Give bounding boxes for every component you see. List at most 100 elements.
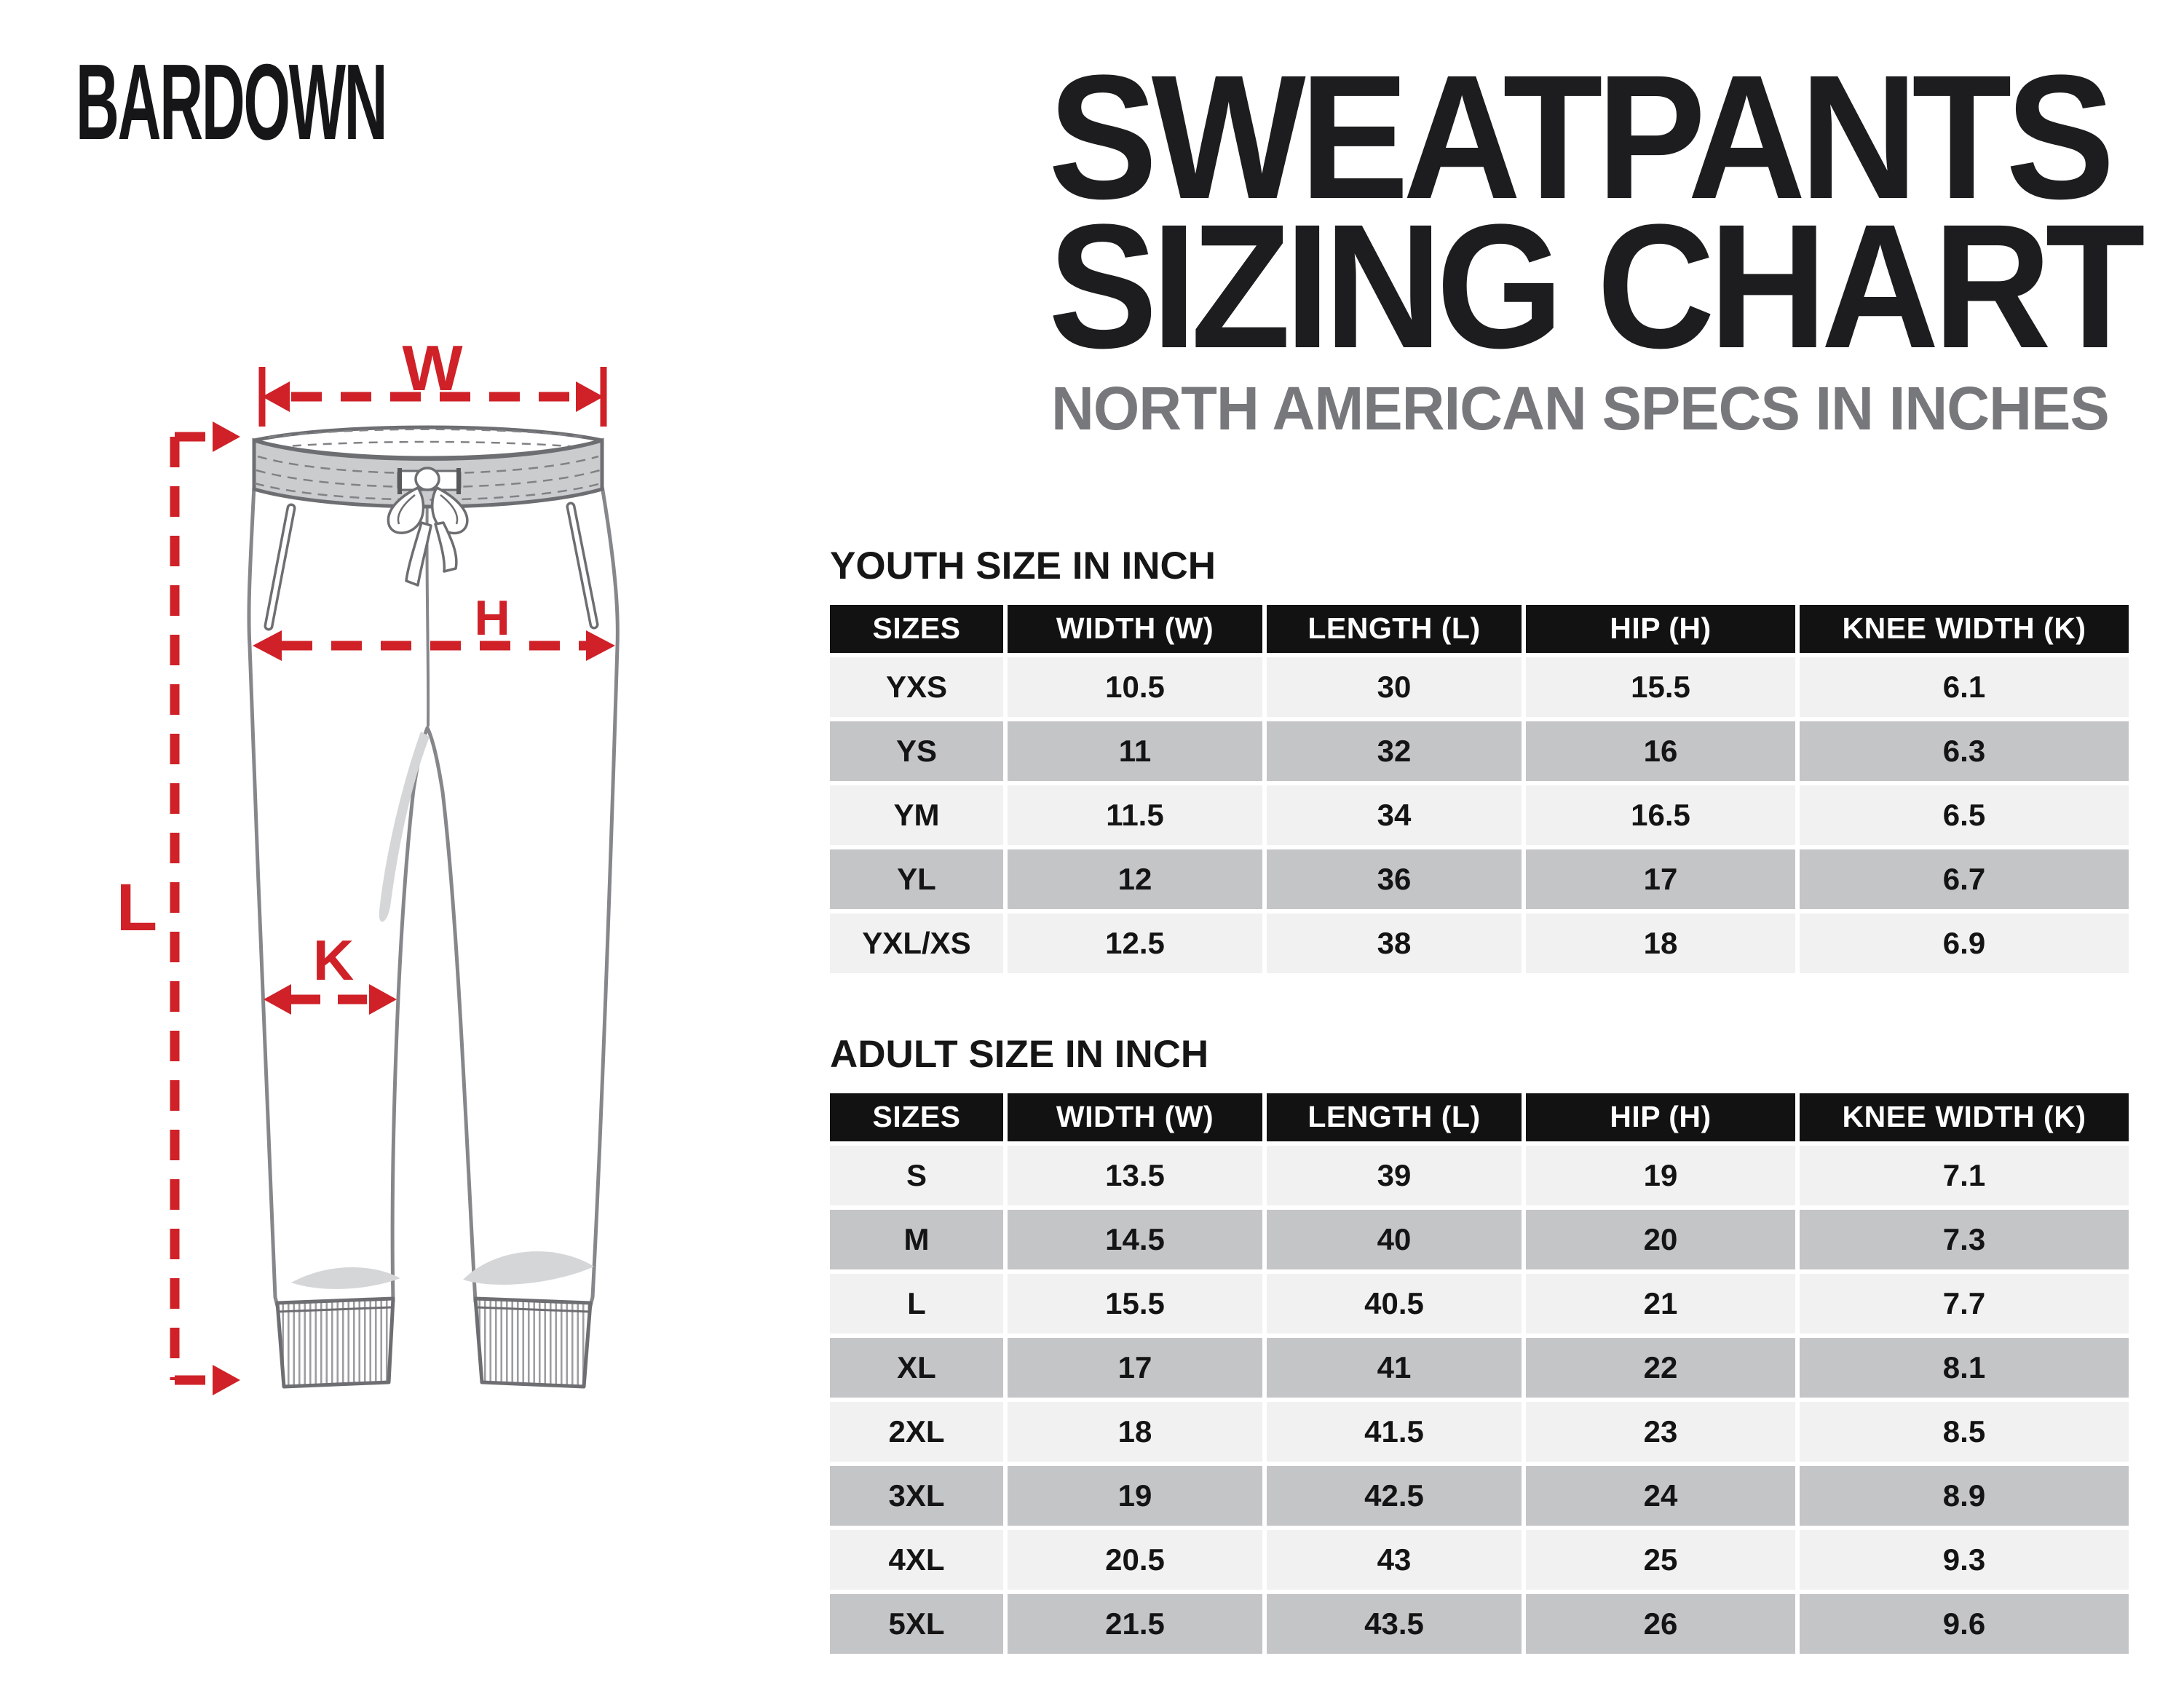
- table-header-row: SIZES WIDTH (W) LENGTH (L) HIP (H) KNEE WIDT…: [830, 604, 2129, 653]
- table-row: 3XL 19 42.5 24 8.9: [830, 1465, 2129, 1526]
- fabric-shading: [291, 732, 594, 1289]
- value-cell: 7.7: [1800, 1273, 2129, 1334]
- column-header: KNEE WIDTH (K): [1800, 1093, 2129, 1141]
- size-cell: 5XL: [830, 1593, 1003, 1654]
- value-cell: 40.5: [1267, 1273, 1522, 1334]
- value-cell: 17: [1008, 1337, 1262, 1398]
- size-cell: YS: [830, 721, 1003, 781]
- column-header: HIP (H): [1526, 604, 1795, 653]
- value-cell: 17: [1526, 849, 1795, 909]
- value-cell: 6.3: [1800, 721, 2129, 781]
- ribbed-cuffs: [275, 1296, 593, 1389]
- column-header: WIDTH (W): [1008, 604, 1262, 653]
- youth-size-table: SIZES WIDTH (W) LENGTH (L) HIP (H) KNEE WIDT…: [826, 601, 2133, 978]
- value-cell: 41: [1267, 1337, 1522, 1398]
- table-row: 2XL 18 41.5 23 8.5: [830, 1401, 2129, 1462]
- measurement-arrows: W H L K: [116, 332, 615, 1395]
- column-header: SIZES: [830, 1093, 1003, 1141]
- value-cell: 43: [1267, 1529, 1522, 1590]
- value-cell: 18: [1008, 1401, 1262, 1462]
- value-cell: 32: [1267, 721, 1522, 781]
- table-row: YS 11 32 16 6.3: [830, 721, 2129, 781]
- page-subtitle: NORTH AMERICAN SPECS IN INCHES: [1051, 374, 2110, 443]
- hip-label: H: [474, 590, 510, 646]
- table-header-row: SIZES WIDTH (W) LENGTH (L) HIP (H) KNEE WIDT…: [830, 1093, 2129, 1141]
- value-cell: 8.1: [1800, 1337, 2129, 1398]
- column-header: SIZES: [830, 604, 1003, 653]
- value-cell: 8.9: [1800, 1465, 2129, 1526]
- value-cell: 18: [1526, 913, 1795, 973]
- value-cell: 30: [1267, 657, 1522, 717]
- adult-section-title: ADULT SIZE IN INCH: [830, 1033, 1209, 1076]
- drawstring-bow: [387, 467, 469, 587]
- value-cell: 20: [1526, 1209, 1795, 1269]
- adult-size-section: ADULT SIZE IN INCH SIZES WIDTH (W) LENGTH …: [826, 1033, 2133, 1658]
- value-cell: 22: [1526, 1337, 1795, 1398]
- value-cell: 12: [1008, 849, 1262, 909]
- size-cell: 3XL: [830, 1465, 1003, 1526]
- page-title: SWEATPANTS SIZING CHART: [1048, 49, 2145, 376]
- table-row: L 15.5 40.5 21 7.7: [830, 1273, 2129, 1334]
- hip-arrow: [253, 630, 615, 661]
- value-cell: 38: [1267, 913, 1522, 973]
- value-cell: 11: [1008, 721, 1262, 781]
- value-cell: 42.5: [1267, 1465, 1522, 1526]
- knee-arrow: [264, 984, 397, 1015]
- pocket-slits: [264, 502, 599, 631]
- value-cell: 43.5: [1267, 1593, 1522, 1654]
- table-row: YXL/XS 12.5 38 18 6.9: [830, 913, 2129, 973]
- value-cell: 6.7: [1800, 849, 2129, 909]
- table-row: YL 12 36 17 6.7: [830, 849, 2129, 909]
- table-row: 4XL 20.5 43 25 9.3: [830, 1529, 2129, 1590]
- column-header: KNEE WIDTH (K): [1800, 604, 2129, 653]
- value-cell: 7.3: [1800, 1209, 2129, 1269]
- size-cell: YXL/XS: [830, 913, 1003, 973]
- value-cell: 24: [1526, 1465, 1795, 1526]
- table-row: XL 17 41 22 8.1: [830, 1337, 2129, 1398]
- value-cell: 16: [1526, 721, 1795, 781]
- value-cell: 15.5: [1008, 1273, 1262, 1334]
- table-row: S 13.5 39 19 7.1: [830, 1145, 2129, 1205]
- value-cell: 21.5: [1008, 1593, 1262, 1654]
- value-cell: 9.6: [1800, 1593, 2129, 1654]
- value-cell: 25: [1526, 1529, 1795, 1590]
- value-cell: 6.1: [1800, 657, 2129, 717]
- value-cell: 26: [1526, 1593, 1795, 1654]
- size-cell: L: [830, 1273, 1003, 1334]
- sweatpants-measurement-diagram: W H L K: [116, 332, 620, 1395]
- value-cell: 21: [1526, 1273, 1795, 1334]
- value-cell: 36: [1267, 849, 1522, 909]
- width-arrow: [258, 367, 607, 427]
- column-header: WIDTH (W): [1008, 1093, 1262, 1141]
- youth-size-section: YOUTH SIZE IN INCH SIZES WIDTH (W) LENGTH …: [826, 544, 2133, 978]
- youth-section-title: YOUTH SIZE IN INCH: [830, 544, 1216, 587]
- table-row: 5XL 21.5 43.5 26 9.6: [830, 1593, 2129, 1654]
- value-cell: 20.5: [1008, 1529, 1262, 1590]
- value-cell: 39: [1267, 1145, 1522, 1205]
- value-cell: 19: [1008, 1465, 1262, 1526]
- brand-logo: BARDOWN: [76, 42, 388, 162]
- value-cell: 7.1: [1800, 1145, 2129, 1205]
- table-row: YXS 10.5 30 15.5 6.1: [830, 657, 2129, 717]
- size-cell: YL: [830, 849, 1003, 909]
- value-cell: 34: [1267, 785, 1522, 845]
- size-cell: 4XL: [830, 1529, 1003, 1590]
- value-cell: 11.5: [1008, 785, 1262, 845]
- length-arrow: [170, 421, 240, 1395]
- table-row: YM 11.5 34 16.5 6.5: [830, 785, 2129, 845]
- value-cell: 6.5: [1800, 785, 2129, 845]
- length-label: L: [116, 871, 157, 945]
- knee-label: K: [313, 928, 354, 992]
- size-cell: M: [830, 1209, 1003, 1269]
- column-header: HIP (H): [1526, 1093, 1795, 1141]
- value-cell: 14.5: [1008, 1209, 1262, 1269]
- width-label: W: [402, 332, 462, 404]
- size-cell: YXS: [830, 657, 1003, 717]
- value-cell: 40: [1267, 1209, 1522, 1269]
- size-cell: YM: [830, 785, 1003, 845]
- value-cell: 23: [1526, 1401, 1795, 1462]
- size-cell: 2XL: [830, 1401, 1003, 1462]
- column-header: LENGTH (L): [1267, 1093, 1522, 1141]
- pants-outline-drawing: [247, 484, 620, 1308]
- size-cell: XL: [830, 1337, 1003, 1398]
